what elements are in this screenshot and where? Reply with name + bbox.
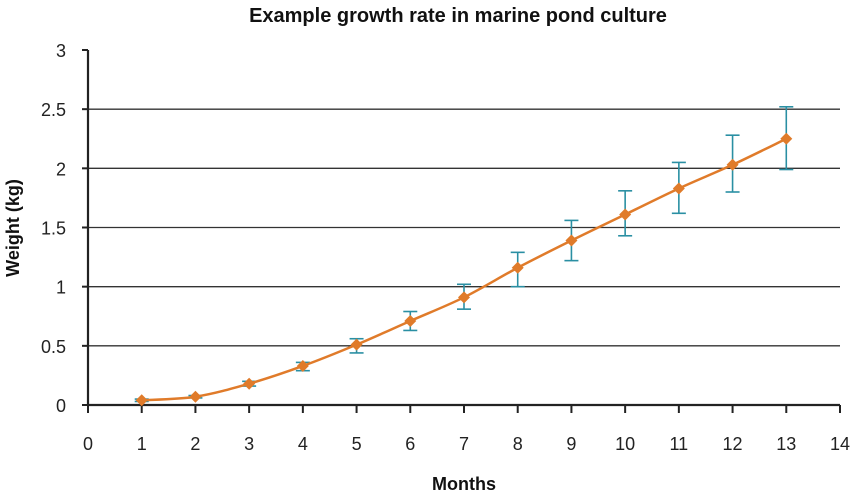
data-point (189, 390, 202, 403)
x-tick-label: 10 (615, 434, 635, 454)
x-tick-label: 6 (405, 434, 415, 454)
data-point (672, 182, 685, 195)
x-tick-label: 13 (776, 434, 796, 454)
x-tick-label: 5 (352, 434, 362, 454)
x-tick-label: 3 (244, 434, 254, 454)
data-point (619, 208, 632, 221)
y-tick-label: 1 (56, 278, 66, 298)
x-tick-label: 14 (830, 434, 850, 454)
data-point (511, 261, 524, 274)
y-tick-label: 2 (56, 159, 66, 179)
x-tick-label: 8 (513, 434, 523, 454)
y-tick-label: 0 (56, 396, 66, 416)
x-tick-label: 0 (83, 434, 93, 454)
data-point (780, 132, 793, 145)
data-point (458, 291, 470, 304)
y-tick-label: 0.5 (41, 337, 66, 357)
data-point (726, 158, 739, 171)
data-point (404, 314, 417, 327)
data-point (350, 338, 363, 351)
x-tick-label: 9 (566, 434, 576, 454)
x-tick-label: 12 (723, 434, 743, 454)
x-tick-label: 4 (298, 434, 308, 454)
data-point (243, 377, 256, 390)
y-tick-label: 1.5 (41, 219, 66, 239)
x-tick-label: 7 (459, 434, 469, 454)
chart-title: Example growth rate in marine pond cultu… (249, 5, 667, 27)
y-tick-label: 3 (56, 41, 66, 61)
y-axis-label: Weight (kg) (3, 179, 23, 277)
data-point (296, 359, 309, 372)
data-point (565, 234, 578, 247)
x-tick-label: 2 (190, 434, 200, 454)
x-tick-label: 1 (137, 434, 147, 454)
y-tick-label: 2.5 (41, 100, 66, 120)
x-axis-label: Months (432, 474, 496, 494)
series-line (141, 137, 787, 402)
data-point (135, 394, 148, 407)
x-tick-label: 11 (670, 434, 689, 454)
